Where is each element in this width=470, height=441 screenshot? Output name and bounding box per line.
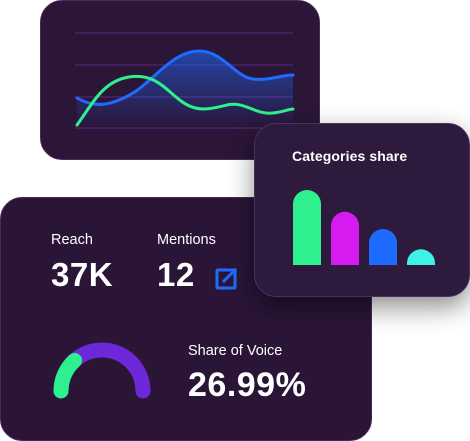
share-of-voice-gauge <box>53 342 151 399</box>
categories-share-title: Categories share <box>292 148 408 164</box>
blue-series-area <box>77 51 293 128</box>
category-bar <box>369 229 397 265</box>
categories-share-card: Categories share <box>254 123 470 297</box>
reach-value: 37K <box>51 256 114 293</box>
mentions-label: Mentions <box>157 232 216 248</box>
gauge-fill <box>53 353 83 399</box>
reach-label: Reach <box>51 232 93 248</box>
green-series-line <box>75 74 295 127</box>
mentions-value: 12 <box>157 256 195 293</box>
category-bar <box>407 249 435 265</box>
share-of-voice-value: 26.99% <box>188 366 307 404</box>
trend-chart <box>75 32 295 129</box>
categories-bar-chart <box>293 190 435 265</box>
trend-card <box>40 0 320 160</box>
share-of-voice-label: Share of Voice <box>188 343 283 359</box>
category-bar <box>331 211 359 265</box>
external-link-icon[interactable] <box>213 266 239 292</box>
blue-series-line <box>75 49 295 106</box>
category-bar <box>293 190 321 265</box>
